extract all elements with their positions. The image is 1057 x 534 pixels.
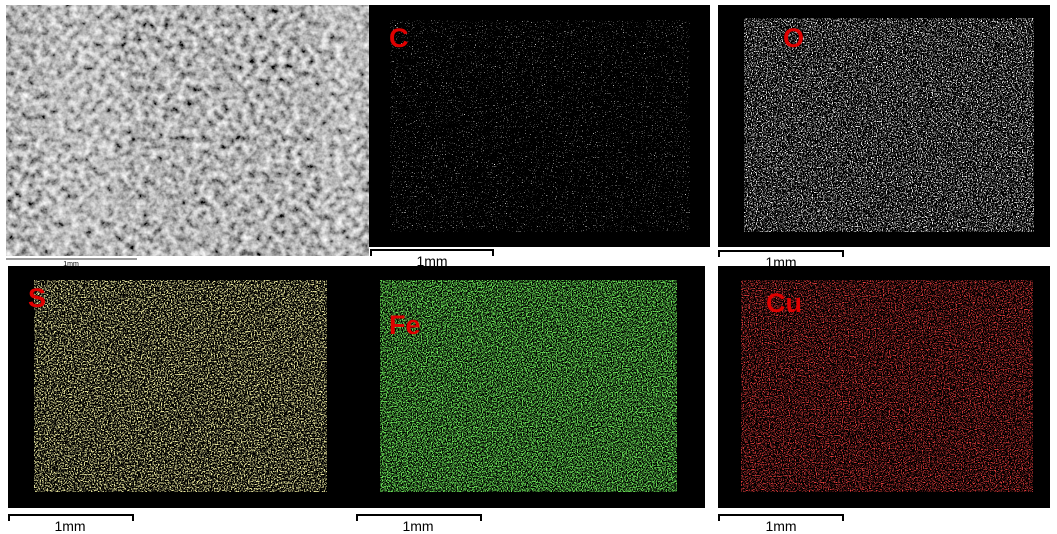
scale-bar-text: 1mm	[416, 253, 447, 269]
sem-texture	[6, 5, 369, 257]
sem-image: 1mm	[6, 5, 369, 268]
element-map	[390, 20, 690, 232]
scale-bar-line	[718, 250, 844, 257]
element-label: Fe	[389, 310, 421, 340]
element-map	[380, 280, 677, 492]
scale-bar-text: 1mm	[54, 518, 85, 534]
sem-strip	[6, 256, 369, 266]
element-map	[741, 280, 1033, 492]
element-label: Cu	[766, 288, 802, 318]
element-label: O	[783, 23, 804, 53]
scale-bar-text: 1mm	[402, 518, 433, 534]
scale-bar-line	[370, 249, 494, 256]
sem-band	[322, 5, 362, 257]
element-map	[34, 280, 327, 492]
map-panel: C 1mm	[369, 5, 710, 269]
scale-bar-line	[356, 514, 482, 521]
element-map	[744, 18, 1034, 232]
map-panel: O 1mm	[718, 5, 1050, 270]
sem-band	[44, 5, 119, 257]
map-panel: S Fe 1mm 1mm	[8, 266, 705, 534]
element-label: C	[389, 23, 409, 53]
scale-bar-line	[718, 514, 844, 521]
element-label: S	[28, 283, 46, 313]
map-panel: Cu 1mm	[718, 266, 1050, 534]
scale-bar-text: 1mm	[63, 261, 79, 268]
scale-bar-text: 1mm	[765, 518, 796, 534]
scale-bar-line	[8, 514, 134, 521]
